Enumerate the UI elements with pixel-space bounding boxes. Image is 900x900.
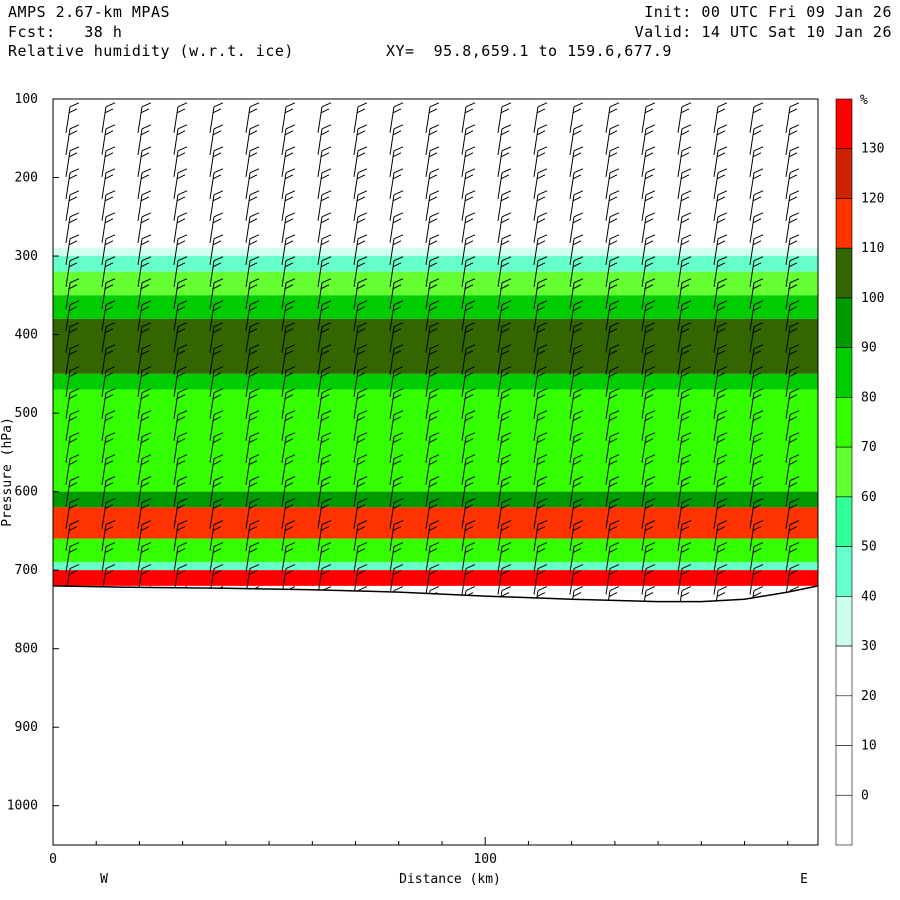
plot-frame bbox=[52, 98, 819, 846]
wind-barb-column-15 bbox=[605, 102, 620, 617]
colorbar-swatch bbox=[835, 397, 853, 448]
wind-barb-column-14 bbox=[569, 102, 584, 617]
wind-barb-column-7 bbox=[317, 102, 332, 617]
colorbar-swatch bbox=[835, 645, 853, 697]
xy-coordinates: XY= 95.8,659.1 to 159.6,677.9 bbox=[386, 42, 672, 60]
colorbar-swatch bbox=[835, 198, 853, 249]
wind-barb-column-17 bbox=[677, 102, 692, 617]
valid-time: Valid: 14 UTC Sat 10 Jan 26 bbox=[634, 23, 892, 41]
x-tick-label: 100 bbox=[473, 852, 496, 867]
colorbar-label: 120 bbox=[861, 191, 884, 206]
wind-barbs bbox=[65, 102, 835, 617]
wind-barb-column-1 bbox=[101, 102, 116, 617]
rh-layer-bright-green-7 bbox=[53, 389, 818, 492]
field-name: Relative humidity (w.r.t. ice) bbox=[8, 42, 294, 60]
colorbar-label: 80 bbox=[861, 390, 877, 405]
colorbar-swatch bbox=[835, 297, 853, 348]
rh-layer-pale-1 bbox=[53, 248, 818, 257]
x-axis-east-label: E bbox=[800, 872, 808, 887]
colorbar-swatch bbox=[835, 446, 853, 498]
colorbar-swatch bbox=[835, 247, 853, 299]
colorbar-swatch bbox=[835, 596, 853, 647]
forecast-hour: Fcst: 38 h bbox=[8, 23, 123, 41]
y-tick-label: 800 bbox=[15, 642, 38, 657]
colorbar-swatch bbox=[835, 347, 853, 398]
wind-barb-column-19 bbox=[749, 102, 764, 617]
colorbar-swatch bbox=[835, 794, 853, 846]
terrain-line bbox=[52, 585, 819, 603]
rh-layer-mid-green-3 bbox=[53, 271, 818, 296]
init-time: Init: 00 UTC Fri 09 Jan 26 bbox=[644, 3, 892, 21]
colorbar-label: 110 bbox=[861, 241, 884, 256]
colorbar-swatch bbox=[835, 745, 853, 796]
colorbar-label: 50 bbox=[861, 540, 877, 555]
x-axis-west-label: W bbox=[100, 872, 108, 887]
y-tick-label: 600 bbox=[15, 485, 38, 500]
colorbar-label: 100 bbox=[861, 291, 884, 306]
colorbar-swatch bbox=[835, 496, 853, 547]
rh-layer-green-6 bbox=[53, 373, 818, 390]
rh-layer-dark-green-8 bbox=[53, 491, 818, 508]
y-tick-label: 700 bbox=[15, 563, 38, 578]
colorbar-label: 40 bbox=[861, 589, 877, 604]
y-axis-label: Pressure (hPa) bbox=[0, 417, 15, 527]
colorbar-label: 30 bbox=[861, 639, 877, 654]
wind-barb-column-9 bbox=[389, 102, 404, 617]
rh-layer-green-10 bbox=[53, 538, 818, 563]
wind-barb-column-3 bbox=[173, 102, 188, 617]
colorbar-swatch bbox=[835, 148, 853, 199]
terrain-mask bbox=[52, 585, 819, 845]
wind-barb-column-21 bbox=[822, 103, 835, 617]
y-tick-label: 300 bbox=[15, 249, 38, 264]
y-tick-label: 400 bbox=[15, 328, 38, 343]
colorbar-label: 20 bbox=[861, 689, 877, 704]
colorbar: 0 10 20 30 40 50 60 70 80 90 100 110 120 130 bbox=[835, 98, 884, 846]
y-tick-label: 200 bbox=[15, 171, 38, 186]
x-tick-label: 0 bbox=[49, 852, 57, 867]
rh-fill-layers bbox=[53, 99, 818, 586]
rh-layer-ice-supersat-9 bbox=[53, 507, 818, 539]
colorbar-label: 130 bbox=[861, 142, 884, 157]
y-tick-label: 500 bbox=[15, 406, 38, 421]
model-title: AMPS 2.67-km MPAS bbox=[8, 3, 171, 21]
colorbar-swatch bbox=[835, 546, 853, 597]
wind-barb-column-16 bbox=[641, 102, 656, 617]
wind-barb-column-0 bbox=[65, 102, 80, 617]
x-axis-label: Distance (km) bbox=[399, 872, 501, 887]
colorbar-swatch bbox=[835, 695, 853, 746]
colorbar-swatch bbox=[835, 98, 853, 150]
colorbar-label: 70 bbox=[861, 440, 877, 455]
wind-barb-column-13 bbox=[533, 102, 548, 617]
y-tick-label: 100 bbox=[15, 92, 38, 107]
colorbar-label: 10 bbox=[861, 739, 877, 754]
rh-layer-white-0 bbox=[53, 99, 818, 249]
wind-barb-column-2 bbox=[137, 102, 152, 617]
y-axis: 100 200 300 400 500 600 700 800 900 1000 bbox=[7, 92, 59, 814]
wind-barb-column-5 bbox=[245, 102, 260, 617]
y-tick-label: 1000 bbox=[7, 799, 38, 814]
colorbar-label: 0 bbox=[861, 788, 869, 803]
colorbar-label: 90 bbox=[861, 341, 877, 356]
y-tick-label: 900 bbox=[15, 720, 38, 735]
wind-barb-column-8 bbox=[353, 102, 368, 617]
terrain-fill bbox=[53, 585, 818, 845]
rh-layer-surface-red-12 bbox=[53, 570, 818, 586]
x-axis: 0 100 bbox=[49, 837, 789, 867]
wind-barb-column-4 bbox=[209, 102, 224, 617]
colorbar-label: 60 bbox=[861, 490, 877, 505]
wind-barb-column-11 bbox=[461, 102, 476, 617]
colorbar-unit: % bbox=[860, 93, 868, 108]
